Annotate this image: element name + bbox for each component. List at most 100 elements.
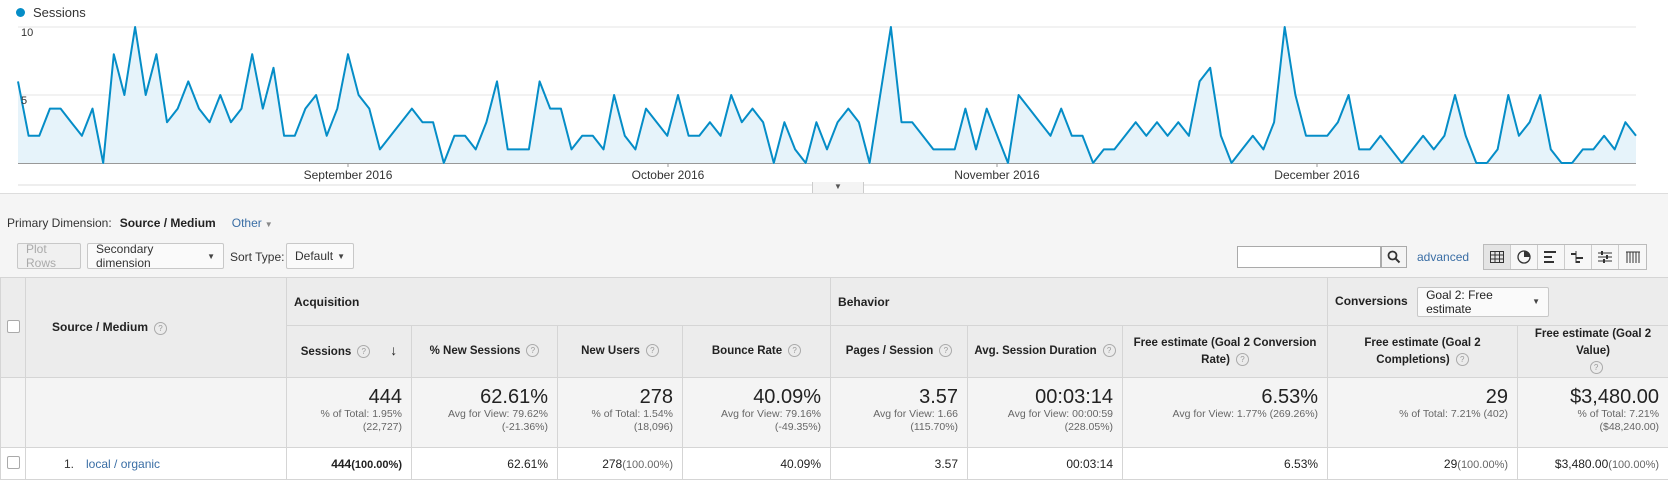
new-users-column-header[interactable]: New Users? [558,326,683,378]
bounce-rate-column-header[interactable]: Bounce Rate? [683,326,831,378]
help-icon[interactable]: ? [1456,353,1469,366]
grid-icon [1490,251,1504,263]
goal-value-column-header[interactable]: Free estimate (Goal 2 Value)? [1518,326,1668,378]
goal-completions-pct: (100.00%) [1457,459,1508,471]
goal-conv-rate-header-line2: Rate) [1201,354,1230,366]
totals-value: 40.09% [683,386,821,408]
source-medium-header[interactable]: Source / Medium? [26,278,287,378]
avg-duration-column-header[interactable]: Avg. Session Duration? [968,326,1123,378]
totals-row: 444% of Total: 1.95%(22,727) 62.61%Avg f… [1,378,1668,448]
pages-session-column-header[interactable]: Pages / Session? [831,326,968,378]
help-icon[interactable]: ? [526,344,539,357]
x-tick-label: October 2016 [632,168,705,182]
goal-conv-rate-cell: 6.53% [1123,448,1328,480]
goal-completions-cell: 29(100.00%) [1328,448,1518,480]
help-icon[interactable]: ? [1103,344,1116,357]
row-checkbox[interactable] [7,456,20,469]
new-sessions-column-header[interactable]: % New Sessions? [412,326,558,378]
search-button[interactable] [1381,246,1407,268]
chart-legend[interactable]: Sessions [16,5,86,20]
help-icon[interactable]: ? [1236,353,1249,366]
help-icon[interactable]: ? [1590,361,1603,374]
help-icon[interactable]: ? [357,345,370,358]
performance-view-button[interactable] [1538,245,1565,269]
totals-value: 3.57 [831,386,958,408]
plot-rows-button[interactable]: Plot Rows [17,243,81,269]
help-icon[interactable]: ? [788,344,801,357]
goal-completions-header-line2: Completions) [1376,354,1449,366]
totals-sub: (-21.36%) [412,421,548,434]
sort-descending-arrow-icon: ↓ [390,342,397,358]
avg-duration-header-label: Avg. Session Duration [974,345,1096,357]
row-checkbox-cell[interactable] [1,448,26,480]
chevron-down-icon: ▼ [207,252,215,261]
totals-label-cell [26,378,287,448]
row-index: 1. [64,457,74,471]
totals-sub: (22,727) [287,421,402,434]
sessions-header-label: Sessions [301,346,352,358]
totals-value: $3,480.00 [1518,386,1659,408]
goal-conv-rate-header-line1: Free estimate (Goal 2 Conversion [1134,337,1317,349]
pivot-view-button[interactable] [1619,245,1646,269]
totals-sub: % of Total: 1.54% [558,408,673,421]
secondary-dimension-label: Secondary dimension [96,242,204,270]
sort-type-dropdown[interactable]: Default ▼ [286,243,354,269]
totals-value: 444 [287,386,402,408]
new-users-pct: (100.00%) [622,459,673,471]
chevron-down-icon: ▼ [337,252,345,261]
sessions-column-header[interactable]: Sessions? ↓ [287,326,412,378]
legend-dot-icon [16,8,25,17]
table-search-input[interactable] [1237,246,1381,268]
help-icon[interactable]: ? [154,322,167,335]
legend-label: Sessions [33,5,86,20]
goal-conv-rate-column-header[interactable]: Free estimate (Goal 2 Conversion Rate)? [1123,326,1328,378]
totals-bounce-rate: 40.09%Avg for View: 79.16%(-49.35%) [683,378,831,448]
group-header-row: Source / Medium? Acquisition Behavior Co… [1,278,1668,326]
other-label: Other [232,216,262,230]
term-cloud-view-button[interactable] [1592,245,1619,269]
totals-empty-cell [1,378,26,448]
pivot-icon [1626,251,1640,263]
table-row: 1.local / organic 444(100.00%) 62.61% 27… [1,448,1668,480]
totals-goal-value: $3,480.00% of Total: 7.21%($48,240.00) [1518,378,1668,448]
x-tick-label: November 2016 [954,168,1039,182]
totals-sub: % of Total: 7.21% (402) [1328,408,1508,421]
sliders-icon [1598,251,1612,263]
totals-sub: % of Total: 7.21% [1518,408,1659,421]
pages-session-header-label: Pages / Session [846,345,934,357]
behavior-group-header: Behavior [831,278,1328,326]
chevron-down-icon: ▼ [1532,297,1540,306]
totals-goal-completions: 29% of Total: 7.21% (402) [1328,378,1518,448]
goal-value-header-label: Free estimate (Goal 2 Value) [1535,328,1651,357]
pie-view-button[interactable] [1511,245,1538,269]
advanced-filter-link[interactable]: advanced [1417,250,1469,264]
sort-type-value: Default [295,249,333,263]
totals-sub: Avg for View: 00:00:59 [968,408,1113,421]
source-link[interactable]: local / organic [86,457,160,471]
secondary-dimension-dropdown[interactable]: Secondary dimension ▼ [87,243,224,269]
select-all-checkbox[interactable] [7,320,20,333]
sessions-pct: (100.00%) [351,459,402,471]
totals-sub: % of Total: 1.95% [287,408,402,421]
select-all-cell[interactable] [1,278,26,378]
primary-dimension-other[interactable]: Other▼ [232,216,273,230]
totals-value: 62.61% [412,386,548,408]
plot-rows-label: Plot Rows [26,242,72,270]
totals-new-sessions: 62.61%Avg for View: 79.62%(-21.36%) [412,378,558,448]
behavior-label: Behavior [838,295,889,309]
primary-dimension-source-medium[interactable]: Source / Medium [120,216,216,230]
primary-dimension-label: Primary Dimension: [7,216,112,230]
bounce-rate-header-label: Bounce Rate [712,345,782,357]
comparison-view-button[interactable] [1565,245,1592,269]
acquisition-label: Acquisition [294,295,359,309]
help-icon[interactable]: ? [646,344,659,357]
goal-select-dropdown[interactable]: Goal 2: Free estimate ▼ [1417,287,1549,317]
comparison-icon [1571,251,1585,263]
new-sessions-header-label: % New Sessions [430,345,521,357]
help-icon[interactable]: ? [939,344,952,357]
data-table-view-button[interactable] [1484,245,1511,269]
sessions-chart: Sessions 10 5 September 2016 October 201… [0,0,1668,192]
